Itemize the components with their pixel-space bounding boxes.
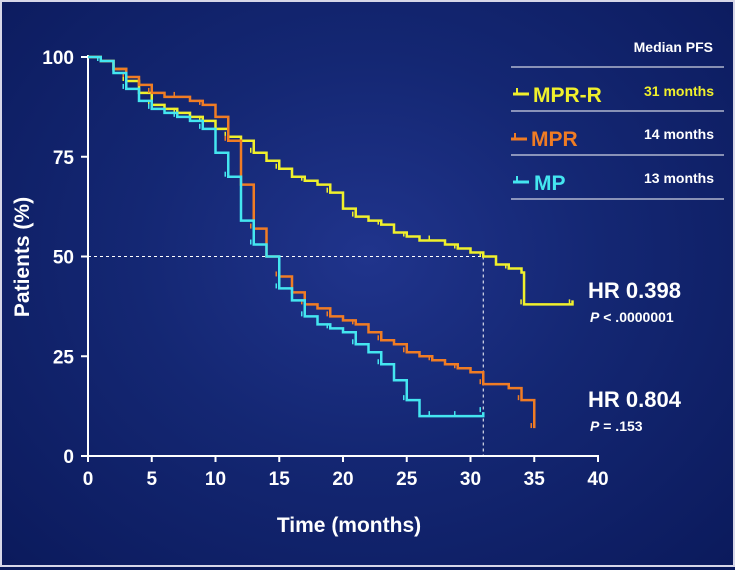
y-tick-label: 50: [53, 248, 74, 269]
curve-mpr: [88, 55, 536, 429]
curve-mp: [88, 55, 485, 418]
survival-curves: [88, 55, 574, 429]
p-letter: P: [590, 309, 600, 325]
legend-value-mp: 13 months: [644, 170, 714, 186]
x-tick-label: 5: [146, 469, 157, 490]
hr-mpr-vs-mp: HR 0.804: [588, 387, 682, 412]
p-value-mpr-r-vs-mp: P < .0000001: [590, 309, 674, 325]
p-value: = .153: [599, 418, 642, 434]
tick-labels: 0 5 10 15 20 25 30 35 40 0 25 50 75 100: [42, 48, 608, 490]
hr-mpr-r-vs-mp: HR 0.398: [588, 278, 681, 303]
x-tick-label: 0: [83, 469, 94, 490]
legend-label-mp: MP: [534, 172, 566, 195]
hazard-ratio-annotations: HR 0.398 P < .0000001 HR 0.804 P = .153: [588, 278, 682, 434]
p-letter: P: [590, 418, 600, 434]
x-tick-label: 35: [524, 469, 546, 490]
legend-label-mpr: MPR: [531, 128, 578, 151]
p-value: < .0000001: [599, 309, 674, 325]
x-tick-label: 25: [396, 469, 418, 490]
y-tick-label: 100: [42, 48, 74, 69]
y-tick-label: 75: [53, 148, 75, 169]
y-axis-label: Patients (%): [11, 197, 34, 317]
x-axis-label: Time (months): [277, 514, 421, 537]
p-value-mpr-vs-mp: P = .153: [590, 418, 643, 434]
axes: [81, 55, 599, 462]
x-tick-label: 40: [587, 469, 608, 490]
legend-value-mpr: 14 months: [644, 126, 714, 142]
legend-value-mpr-r: 31 months: [644, 83, 714, 99]
legend-label-mpr-r: MPR-R: [533, 84, 602, 107]
legend-header: Median PFS: [634, 39, 713, 55]
x-tick-label: 20: [332, 469, 353, 490]
legend: Median PFS MPR-R 31 months MPR 14 months…: [511, 39, 724, 200]
x-tick-label: 30: [460, 469, 481, 490]
x-tick-label: 10: [205, 469, 226, 490]
x-tick-label: 15: [269, 469, 291, 490]
y-tick-label: 25: [53, 347, 75, 368]
y-tick-label: 0: [63, 447, 74, 468]
